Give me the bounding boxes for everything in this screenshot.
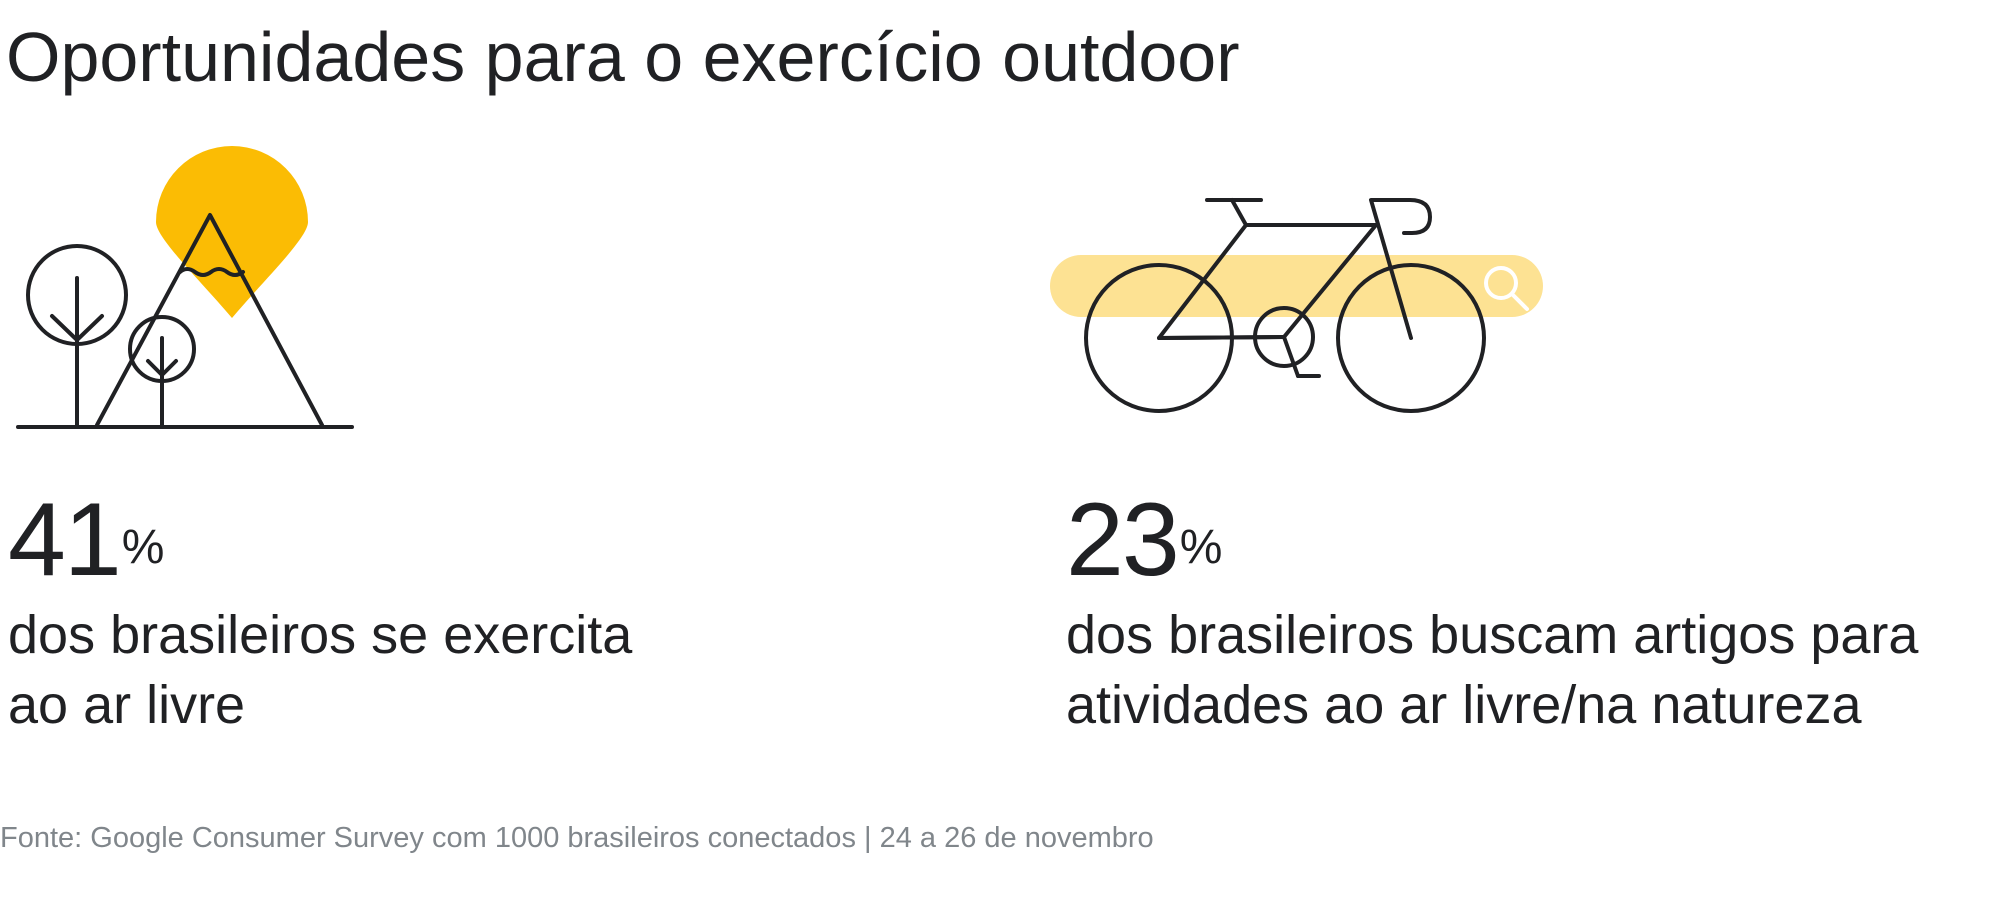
page-title: Oportunidades para o exercício outdoor xyxy=(6,18,1240,96)
bicycle-icon xyxy=(1084,198,1486,413)
search-icon xyxy=(1484,266,1529,311)
stat-value: 23% xyxy=(1066,482,1223,598)
stat-outdoor-exercise: 41% dos brasileiros se exercita ao ar li… xyxy=(8,488,968,740)
percent-sign: % xyxy=(121,521,165,574)
location-pin-icon xyxy=(156,146,308,318)
search-bar xyxy=(1050,255,1543,317)
stat-description: dos brasileiros buscam artigos para ativ… xyxy=(1066,605,1919,735)
mountain-trees-location-pin-icon xyxy=(16,146,354,429)
stat-value: 41% xyxy=(8,482,165,598)
stat-description: dos brasileiros se exercita ao ar livre xyxy=(8,605,633,735)
bicycle-search-bar-icon xyxy=(1050,198,1543,413)
stat-outdoor-search: 23% dos brasileiros buscam artigos para … xyxy=(1066,488,2000,740)
percent-sign: % xyxy=(1179,521,1223,574)
source-footnote: Fonte: Google Consumer Survey com 1000 b… xyxy=(0,822,1154,854)
mountain-icon xyxy=(95,213,324,427)
